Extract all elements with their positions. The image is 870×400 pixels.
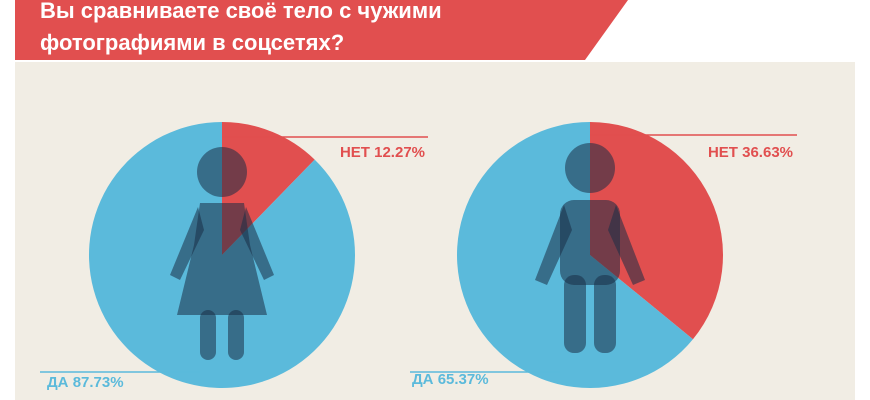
figure-body	[560, 200, 620, 285]
figure-leg	[564, 275, 586, 353]
slice-value-label: 36.63%	[742, 144, 793, 161]
figure-leg	[594, 275, 616, 353]
pie-slice	[590, 122, 724, 340]
figure-arm	[170, 207, 204, 280]
figure-arm	[240, 207, 274, 280]
figure-leg	[200, 310, 216, 360]
slice-label: ДА 65.37%	[412, 371, 489, 388]
person-figure	[535, 143, 645, 353]
person-figure	[170, 147, 274, 360]
figure-head	[565, 143, 615, 193]
title-line: фотографиями в соцсетях?	[40, 30, 344, 55]
slice-label: НЕТ 36.63%	[708, 144, 793, 161]
slice-category: ДА	[412, 371, 434, 388]
slice-label: НЕТ 12.27%	[340, 144, 425, 161]
figure-arm	[535, 205, 572, 285]
slice-value-label: 87.73%	[73, 374, 124, 391]
title-line: Вы сравниваете своё тело с чужими	[40, 0, 442, 23]
slice-label: ДА 87.73%	[47, 374, 124, 391]
figure-head	[197, 147, 247, 197]
figure-leg	[228, 310, 244, 360]
title-banner	[15, 0, 628, 60]
slice-category: ДА	[47, 374, 69, 391]
slice-category: НЕТ	[708, 144, 738, 161]
figure-arm	[608, 205, 645, 285]
slice-category: НЕТ	[340, 144, 370, 161]
slice-value-label: 65.37%	[438, 371, 489, 388]
slice-value-label: 12.27%	[374, 144, 425, 161]
